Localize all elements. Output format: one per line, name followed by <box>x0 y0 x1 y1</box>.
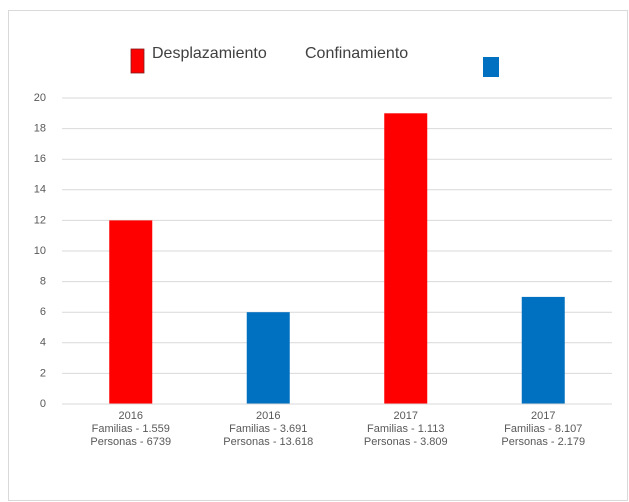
x-tick-label: Personas - 2.179 <box>501 436 585 448</box>
y-tick-label: 2 <box>40 367 46 379</box>
y-tick-label: 4 <box>40 337 46 349</box>
x-tick-label: Personas - 3.809 <box>364 436 448 448</box>
legend-label: Confinamiento <box>305 45 408 62</box>
bar <box>109 220 153 404</box>
y-tick-label: 18 <box>34 123 46 135</box>
bar <box>246 312 290 404</box>
x-tick-label: 2016 <box>256 410 280 422</box>
x-tick-label: Familias - 1.559 <box>92 423 170 435</box>
y-tick-label: 20 <box>34 92 46 104</box>
y-tick-label: 16 <box>34 153 46 165</box>
x-tick-label: 2017 <box>394 410 418 422</box>
y-tick-label: 14 <box>34 184 46 196</box>
y-tick-label: 6 <box>40 306 46 318</box>
x-tick-label: 2017 <box>531 410 555 422</box>
x-tick-label: Familias - 3.691 <box>229 423 307 435</box>
x-tick-label: Familias - 1.113 <box>367 423 444 435</box>
x-tick-label: Familias - 8.107 <box>504 423 582 435</box>
legend-swatch <box>483 57 499 77</box>
bar <box>384 113 428 405</box>
x-tick-label: Personas - 6739 <box>90 436 171 448</box>
y-tick-label: 10 <box>34 245 46 257</box>
legend-label: Desplazamiento <box>152 45 267 62</box>
x-tick-label: Personas - 13.618 <box>223 436 313 448</box>
legend-swatch <box>130 48 145 74</box>
y-tick-label: 8 <box>40 276 46 288</box>
y-tick-label: 12 <box>34 214 46 226</box>
bar <box>521 296 565 404</box>
x-tick-label: 2016 <box>119 410 143 422</box>
y-tick-label: 0 <box>40 398 46 410</box>
